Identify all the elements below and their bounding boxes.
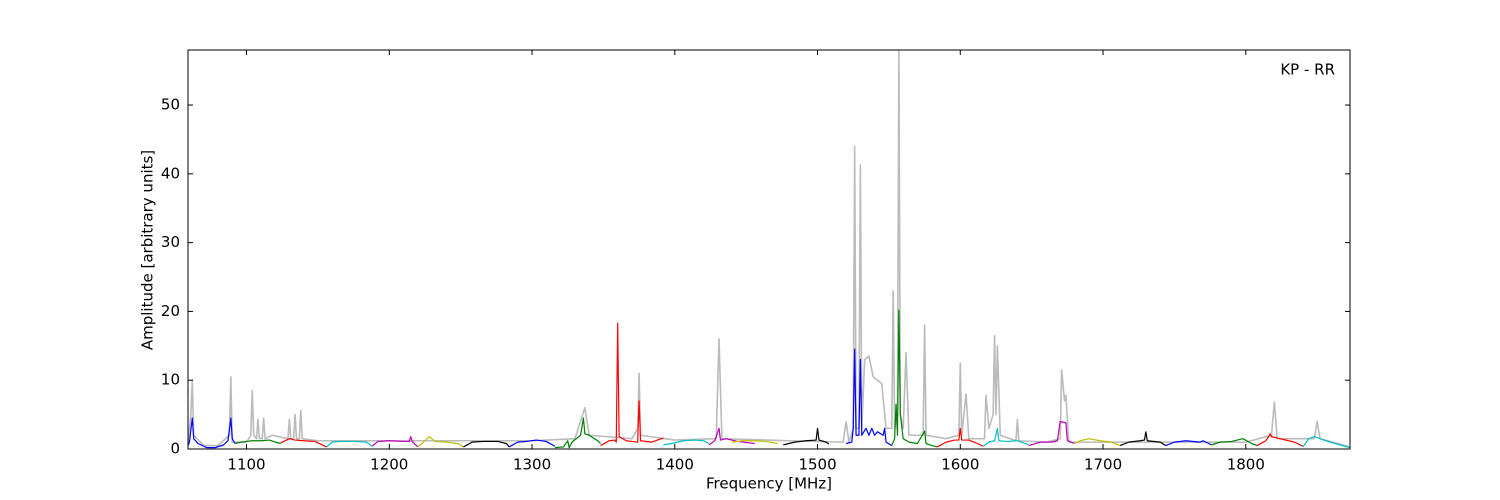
spectrum-line [663, 439, 710, 446]
x-tick-label: 1200 [370, 456, 408, 474]
spectrum-line [1119, 431, 1167, 447]
y-tick-label: 0 [170, 440, 180, 458]
spectrum-line [508, 439, 556, 448]
spectrum-line [982, 427, 1030, 447]
x-tick-label: 1100 [227, 456, 265, 474]
spectrum-line [188, 50, 1350, 448]
spectrum-line [937, 427, 984, 448]
x-tick-label: 1500 [798, 456, 836, 474]
spectrum-line [1165, 440, 1212, 447]
x-tick-label: 1300 [513, 456, 551, 474]
annotation: KP - RR [1280, 61, 1335, 79]
axes-frame [187, 49, 1351, 450]
spectrum-line [845, 348, 893, 447]
y-tick-label: 20 [161, 302, 180, 320]
spectrum-line [326, 440, 373, 448]
spectrum-line [188, 417, 236, 449]
y-tick-label: 40 [161, 164, 180, 182]
spectrum-line [731, 440, 778, 445]
spectrum-line [1256, 433, 1304, 447]
y-axis-label: Amplitude [arbitrary units] [139, 150, 157, 350]
x-tick-label: 1400 [656, 456, 694, 474]
spectrum-line [234, 439, 281, 445]
spectrum-line [463, 440, 510, 448]
spectrum-line [1302, 436, 1350, 449]
spectrum-line [417, 436, 464, 448]
spectrum-line [891, 309, 938, 448]
y-tick-label: 10 [161, 371, 180, 389]
x-tick-label: 1800 [1227, 456, 1265, 474]
spectrum-line [280, 438, 327, 448]
y-tick-label: 30 [161, 233, 180, 251]
spectrum-line [1028, 420, 1075, 447]
x-tick-label: 1700 [1084, 456, 1122, 474]
plot-area [188, 50, 1350, 449]
spectrum-line [600, 322, 664, 447]
spectrum-line [783, 427, 830, 446]
spectrum-line [371, 436, 419, 448]
x-axis-label: Frequency [MHz] [706, 475, 832, 493]
y-tick-label: 50 [161, 96, 180, 114]
x-tick-label: 1600 [941, 456, 979, 474]
spectrum-line [554, 417, 601, 449]
spectrum-line [1074, 438, 1121, 447]
spectrum-line [1211, 438, 1258, 447]
